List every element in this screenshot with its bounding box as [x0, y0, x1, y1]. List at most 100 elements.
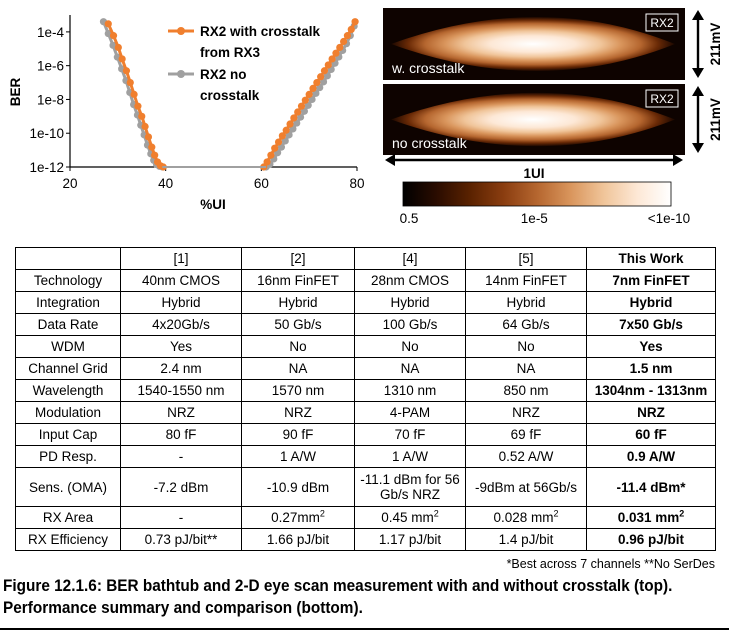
table-cell: 64 Gb/s	[465, 313, 587, 336]
data-point	[141, 122, 149, 131]
data-point	[274, 138, 283, 146]
table-cell: 7x50 Gb/s	[586, 313, 716, 336]
header-cell: [4]	[354, 247, 466, 270]
table-cell: 69 fF	[465, 423, 587, 446]
x-tick-label: 40	[158, 176, 173, 191]
table-cell: 0.52 A/W	[465, 445, 587, 468]
data-point	[151, 151, 159, 159]
table-cell: NA	[241, 357, 355, 380]
arrow-head	[692, 143, 704, 153]
data-point	[118, 55, 126, 63]
data-point	[324, 61, 332, 69]
table-cell: 90 fF	[241, 423, 355, 446]
colorbar-tick-label: 1e-5	[521, 211, 548, 226]
row-label: PD Resp.	[15, 445, 121, 468]
table-cell: -9dBm at 56Gb/s	[465, 467, 587, 507]
y-axis-label: BER	[8, 78, 23, 107]
table-cell: 80 fF	[120, 423, 242, 446]
row-label: Wavelength	[15, 379, 121, 402]
table-cell: 1.5 nm	[586, 357, 716, 380]
table-cell: 0.73 pJ/bit**	[120, 528, 242, 551]
table-cell: NA	[465, 357, 587, 380]
table-row: RX Efficiency 0.73 pJ/bit** 1.66 pJ/bit 1.1…	[15, 528, 716, 551]
table-row: Wavelength 1540-1550 nm 1570 nm 1310 nm 850 …	[15, 379, 716, 402]
table-cell: 60 fF	[586, 423, 716, 446]
table-cell: Hybrid	[465, 291, 587, 314]
performance-comparison-table: [1] [2] [4] [5] This Work Technology 40nm CMOS…	[15, 247, 716, 551]
data-point	[282, 126, 290, 134]
data-point	[290, 114, 298, 122]
y-tick-label: 1e-10	[29, 126, 64, 141]
table-cell: -11.1 dBm for 56 Gb/s NRZ	[354, 467, 466, 507]
table-cell: 7nm FinFET	[586, 269, 716, 292]
series-0	[104, 18, 359, 171]
data-point	[313, 78, 321, 87]
table-header-row: [1] [2] [4] [5] This Work	[15, 247, 716, 270]
table-cell: NRZ	[241, 401, 355, 424]
height-label: 211mV	[708, 23, 723, 66]
data-point	[148, 143, 156, 151]
table-cell: No	[241, 335, 355, 358]
eye-colorbar: 0.5 1e-5 <1e-10	[400, 181, 690, 226]
y-tick-label: 1e-4	[37, 25, 65, 40]
data-point	[130, 90, 138, 98]
row-label: Input Cap	[15, 423, 121, 446]
table-cell: Hybrid	[354, 291, 466, 314]
table-cell: 1310 nm	[354, 379, 466, 402]
table-cell: 0.9 A/W	[586, 445, 716, 468]
arrow-head	[673, 154, 683, 166]
colorbar-strip	[402, 181, 672, 207]
table-cell: Hybrid	[241, 291, 355, 314]
eye-tag: RX2	[650, 92, 674, 106]
eye-panel-label: no crosstalk	[392, 135, 468, 151]
table-cell: 50 Gb/s	[241, 313, 355, 336]
table-cell: 1.66 pJ/bit	[241, 528, 355, 551]
legend-label: RX2 with crosstalk from RX3	[200, 24, 321, 60]
table-cell: 1.4 pJ/bit	[465, 528, 587, 551]
data-point	[267, 151, 275, 159]
table-cell: 70 fF	[354, 423, 466, 446]
legend-entry-0: RX2 with crosstalk from RX3	[168, 24, 321, 60]
table-cell: 2.4 nm	[120, 357, 242, 380]
table-cell: 1.17 pJ/bit	[354, 528, 466, 551]
table-cell: Hybrid	[120, 291, 242, 314]
eye-panel-no-crosstalk: RX2 no crosstalk	[383, 84, 685, 155]
data-point	[104, 20, 112, 28]
data-point	[278, 132, 286, 140]
data-point	[263, 158, 271, 166]
colorbar-tick-label: <1e-10	[648, 211, 690, 226]
table-cell: 1 A/W	[354, 445, 466, 468]
header-cell: [5]	[465, 247, 587, 270]
row-label: RX Area	[15, 506, 121, 529]
data-point	[114, 43, 122, 52]
data-point	[309, 84, 317, 93]
data-point	[109, 32, 118, 40]
table-cell: 4-PAM	[354, 401, 466, 424]
table-row: Data Rate 4x20Gb/s 50 Gb/s 100 Gb/s 64 Gb/s 7…	[15, 313, 716, 336]
width-label: 1UI	[523, 166, 544, 181]
row-label: RX Efficiency	[15, 528, 121, 551]
legend-swatch-marker	[177, 27, 185, 35]
arrow-head	[385, 154, 395, 166]
table-cell: Hybrid	[586, 291, 716, 314]
row-label: WDM	[15, 335, 121, 358]
eye-tag-box	[645, 89, 679, 108]
x-tick-label: 60	[254, 176, 269, 191]
arrow-head	[692, 68, 704, 78]
row-label: Modulation	[15, 401, 121, 424]
table-cell: -10.9 dBm	[241, 467, 355, 507]
y-tick-label: 1e-6	[37, 59, 64, 74]
series-line-left	[106, 23, 164, 169]
row-label: Data Rate	[15, 313, 121, 336]
data-point	[328, 55, 336, 63]
data-point	[343, 32, 352, 40]
header-cell	[15, 247, 121, 270]
data-point	[144, 133, 153, 141]
row-label: Channel Grid	[15, 357, 121, 380]
data-point	[126, 78, 134, 87]
x-tick-label: 20	[62, 176, 77, 191]
header-cell: This Work	[586, 247, 716, 270]
row-label: Sens. (OMA)	[15, 467, 121, 507]
eye-panel-label: w. crosstalk	[391, 60, 465, 76]
table-cell: NRZ	[120, 401, 242, 424]
